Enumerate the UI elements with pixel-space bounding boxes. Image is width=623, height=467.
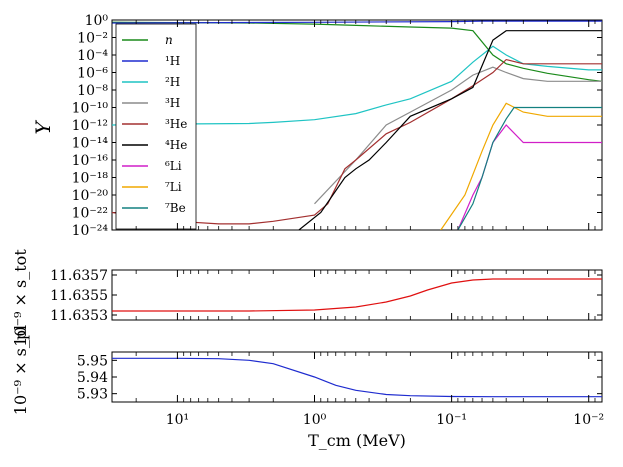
legend-label: ²H <box>165 75 180 89</box>
legend-label: ³He <box>165 117 187 131</box>
abundance-y-tick-label: 10⁻⁸ <box>77 83 108 99</box>
series-line-²H <box>112 45 602 126</box>
x-tick-label: 10⁰ <box>303 412 327 428</box>
abundance-y-tick-label: 10⁻² <box>77 31 108 47</box>
abundance-y-tick-label: 10⁻¹² <box>72 118 108 134</box>
entropy-total-y-ticks: 11.6353 11.6355 11.6357 <box>50 268 602 324</box>
series-line-⁴He <box>298 30 602 230</box>
x-ticks: 10¹ 10⁰ 10⁻¹ 10⁻² <box>111 20 604 428</box>
legend: n ¹H ²H ³H ³He ⁴He ⁶Li ⁷Li ⁷Be <box>115 23 197 230</box>
series-line <box>112 357 602 398</box>
entropy-plasma-y-label: 10⁻⁹ × s_pl <box>11 325 30 415</box>
legend-label: ³H <box>165 96 180 110</box>
series-line-¹H <box>112 20 602 24</box>
entropy-plasma-frame <box>111 351 603 403</box>
y-tick-label: 11.6357 <box>50 268 108 284</box>
abundance-y-tick-label: 10⁻²⁰ <box>72 188 109 204</box>
legend-label: ⁷Li <box>165 180 182 194</box>
abundance-y-label: Y <box>31 120 55 135</box>
legend-label: ⁴He <box>165 138 187 152</box>
y-tick-label: 5.94 <box>77 370 108 386</box>
x-axis-label: T_cm (MeV) <box>308 431 406 450</box>
abundance-y-tick-label: 10⁻²⁴ <box>72 223 109 239</box>
y-tick-label: 5.93 <box>77 387 108 403</box>
abundance-y-tick-label: 10⁻¹⁸ <box>72 171 109 187</box>
series-line-⁷Li <box>440 102 602 230</box>
y-tick-label: 11.6355 <box>50 288 108 304</box>
legend-label: ⁶Li <box>165 159 182 173</box>
series-line <box>112 278 602 312</box>
entropy-plasma-y-ticks: 5.955.945.93 <box>77 353 602 403</box>
legend-label: ⁷Be <box>165 201 186 215</box>
legend-box <box>115 23 197 230</box>
abundance-y-tick-label: 10⁻¹⁴ <box>72 136 109 152</box>
series-line-⁶Li <box>457 124 602 230</box>
abundance-y-tick-label: 10⁻⁴ <box>77 48 108 64</box>
abundance-y-tick-label: 10⁰ <box>85 13 109 29</box>
entropy-total-panel: 11.6353 11.6355 11.6357 10⁻⁹ × s_tot <box>11 249 603 347</box>
entropy-plasma-panel: 5.955.945.93 10⁻⁹ × s_pl <box>11 325 603 415</box>
abundance-y-tick-label: 10⁻²² <box>72 206 108 222</box>
abundance-y-tick-label: 10⁻¹⁰ <box>72 101 109 117</box>
legend-label: n <box>165 33 173 47</box>
legend-label: ¹H <box>165 54 180 68</box>
entropy-plasma-line <box>112 357 602 398</box>
series-line-³He <box>112 58 602 225</box>
entropy-total-line <box>112 278 602 312</box>
entropy-total-frame <box>111 269 603 321</box>
x-tick-label: 10¹ <box>166 412 189 428</box>
y-tick-label: 5.95 <box>77 353 108 369</box>
entropy-total-y-label: 10⁻⁹ × s_tot <box>11 249 30 347</box>
abundance-y-tick-label: 10⁻¹⁶ <box>72 153 109 169</box>
x-tick-label: 10⁻¹ <box>436 412 467 428</box>
abundance-y-tick-label: 10⁻⁶ <box>77 66 108 82</box>
series-line-⁷Be <box>457 106 602 230</box>
y-tick-label: 11.6353 <box>50 308 108 324</box>
series-line-³H <box>314 66 602 205</box>
x-tick-label: 10⁻² <box>573 412 604 428</box>
